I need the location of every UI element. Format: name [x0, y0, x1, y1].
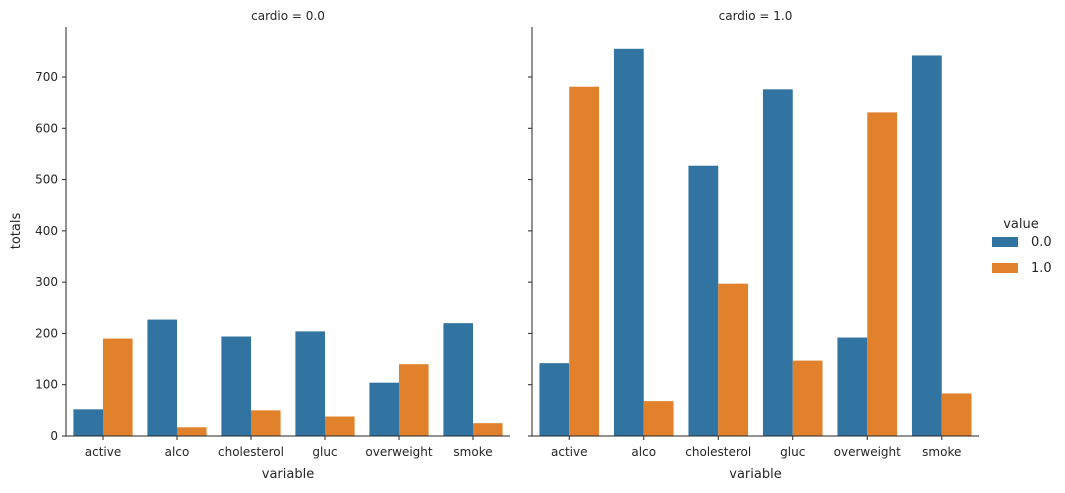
x-tick-label-alco: alco — [631, 445, 656, 459]
x-tick-label-alco: alco — [165, 445, 190, 459]
bar-smoke-value-0_0 — [911, 55, 942, 437]
bar-cholesterol-value-1_0 — [718, 283, 749, 436]
bar-alco-value-0_0 — [147, 319, 177, 436]
facet-title-1: cardio = 1.0 — [719, 9, 793, 23]
y-tick-label-500: 500 — [35, 173, 58, 187]
bar-overweight-value-1_0 — [867, 112, 898, 436]
bar-alco-value-1_0 — [643, 401, 674, 436]
bar-cholesterol-value-1_0 — [251, 410, 281, 436]
x-tick-label-cholesterol: cholesterol — [218, 445, 284, 459]
bar-smoke-value-1_0 — [941, 393, 972, 436]
bar-gluc-value-0_0 — [762, 89, 793, 436]
bar-active-value-1_0 — [103, 338, 133, 436]
y-tick-label-600: 600 — [35, 121, 58, 135]
x-axis-title: variable — [262, 467, 314, 482]
bar-active-value-0_0 — [539, 363, 570, 436]
legend-title: value — [1003, 217, 1039, 232]
bar-overweight-value-1_0 — [399, 364, 429, 436]
x-tick-label-smoke: smoke — [453, 445, 492, 459]
x-tick-label-active: active — [85, 445, 121, 459]
x-tick-label-smoke: smoke — [922, 445, 961, 459]
y-tick-label-200: 200 — [35, 326, 58, 340]
x-axis-title: variable — [729, 467, 781, 482]
facet-title-0: cardio = 0.0 — [251, 9, 325, 23]
x-tick-label-active: active — [551, 445, 587, 459]
x-tick-label-overweight: overweight — [365, 445, 433, 459]
x-tick-label-cholesterol: cholesterol — [685, 445, 751, 459]
bar-cholesterol-value-0_0 — [688, 165, 719, 436]
y-tick-label-0: 0 — [50, 429, 58, 443]
bar-gluc-value-1_0 — [325, 416, 355, 436]
x-tick-label-gluc: gluc — [312, 445, 337, 459]
bar-active-value-0_0 — [73, 409, 103, 436]
legend-label-0_0: 0.0 — [1031, 235, 1052, 250]
bar-overweight-value-0_0 — [837, 337, 868, 436]
y-tick-label-100: 100 — [35, 378, 58, 392]
y-axis-title: totals — [9, 213, 24, 250]
x-tick-label-overweight: overweight — [834, 445, 902, 459]
bar-alco-value-1_0 — [177, 427, 207, 436]
y-tick-label-700: 700 — [35, 70, 58, 84]
y-tick-label-400: 400 — [35, 224, 58, 238]
bar-gluc-value-1_0 — [792, 360, 823, 436]
bar-gluc-value-0_0 — [295, 331, 325, 436]
bar-cholesterol-value-0_0 — [221, 336, 251, 436]
bar-alco-value-0_0 — [613, 48, 644, 436]
legend-label-1_0: 1.0 — [1031, 261, 1052, 276]
bar-overweight-value-0_0 — [369, 382, 399, 436]
bar-smoke-value-1_0 — [473, 423, 503, 436]
bar-smoke-value-0_0 — [443, 323, 473, 436]
y-tick-label-300: 300 — [35, 275, 58, 289]
x-tick-label-gluc: gluc — [780, 445, 805, 459]
bar-active-value-1_0 — [569, 86, 600, 437]
legend-swatch-1_0 — [992, 263, 1018, 273]
legend-swatch-0_0 — [992, 237, 1018, 247]
